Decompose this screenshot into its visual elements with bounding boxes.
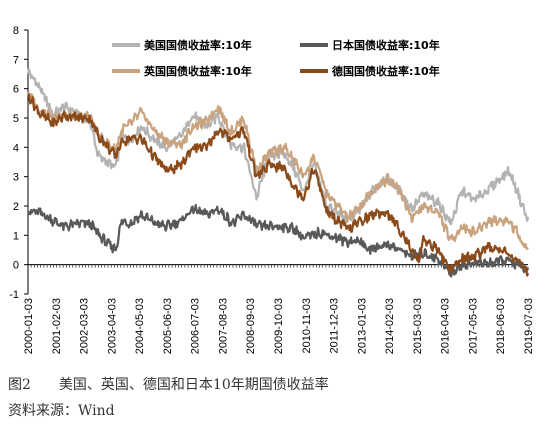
y-tick-label: 2 bbox=[13, 201, 19, 213]
y-axis: -1 0 1 2 3 4 5 6 7 8 bbox=[9, 25, 29, 301]
x-tick-label: 2005-06-03 bbox=[162, 298, 174, 354]
series-group bbox=[26, 67, 530, 278]
y-tick-label: 7 bbox=[13, 54, 19, 66]
x-axis: 2000-01-03 2001-02-03 2002-03-03 2003-04-03… bbox=[23, 264, 535, 354]
x-tick-label: 2000-01-03 bbox=[23, 298, 35, 354]
x-tick-label: 2018-06-03 bbox=[495, 298, 507, 354]
source-caption: 资料来源：Wind bbox=[8, 403, 115, 419]
y-tick-label: 4 bbox=[13, 142, 19, 154]
series-line bbox=[27, 203, 530, 278]
y-tick-label: 1 bbox=[13, 230, 19, 242]
x-tick-label: 2009-10-03 bbox=[273, 298, 285, 354]
x-tick-label: 2011-12-03 bbox=[329, 298, 341, 353]
x-tick-label: 2019-07-03 bbox=[523, 298, 535, 354]
x-tick-label: 2014-02-03 bbox=[384, 298, 396, 354]
y-tick-label: 8 bbox=[13, 25, 19, 37]
x-tick-label: 2016-04-03 bbox=[440, 298, 452, 354]
figure-caption: 图2 美国、英国、德国和日本10年期国债收益率 bbox=[8, 377, 329, 393]
y-tick-label: 0 bbox=[13, 260, 19, 272]
x-tick-label: 2003-04-03 bbox=[106, 298, 118, 354]
x-tick-label: 2015-03-03 bbox=[412, 298, 424, 354]
x-tick-label: 2013-01-03 bbox=[356, 298, 368, 354]
legend-label: 日本国债收益率:10年 bbox=[332, 38, 440, 52]
series-line bbox=[26, 93, 530, 277]
x-tick-label: 2010-11-03 bbox=[301, 298, 313, 353]
x-tick-label: 2001-02-03 bbox=[51, 298, 63, 354]
x-tick-label: 2002-03-03 bbox=[79, 298, 91, 354]
y-tick-label: -1 bbox=[9, 289, 19, 301]
x-tick-label: 2007-08-03 bbox=[217, 298, 229, 354]
legend-label: 德国国债收益率:10年 bbox=[331, 64, 440, 78]
chart: -1 0 1 2 3 4 5 6 7 8 2000-01-03 2001-02-03 2002-03-… bbox=[9, 25, 535, 354]
y-tick-label: 6 bbox=[13, 84, 19, 96]
x-tick-label: 2004-05-03 bbox=[134, 298, 146, 354]
legend-label: 美国国债收益率:10年 bbox=[144, 38, 252, 52]
x-tick-label: 2008-09-03 bbox=[245, 298, 257, 354]
legend-label: 英国国债收益率:10年 bbox=[143, 64, 252, 78]
x-tick-label: 2006-07-03 bbox=[190, 298, 202, 354]
x-tick-label: 2017-05-03 bbox=[467, 298, 479, 354]
y-tick-label: 3 bbox=[13, 172, 19, 184]
y-tick-label: 5 bbox=[13, 113, 19, 125]
